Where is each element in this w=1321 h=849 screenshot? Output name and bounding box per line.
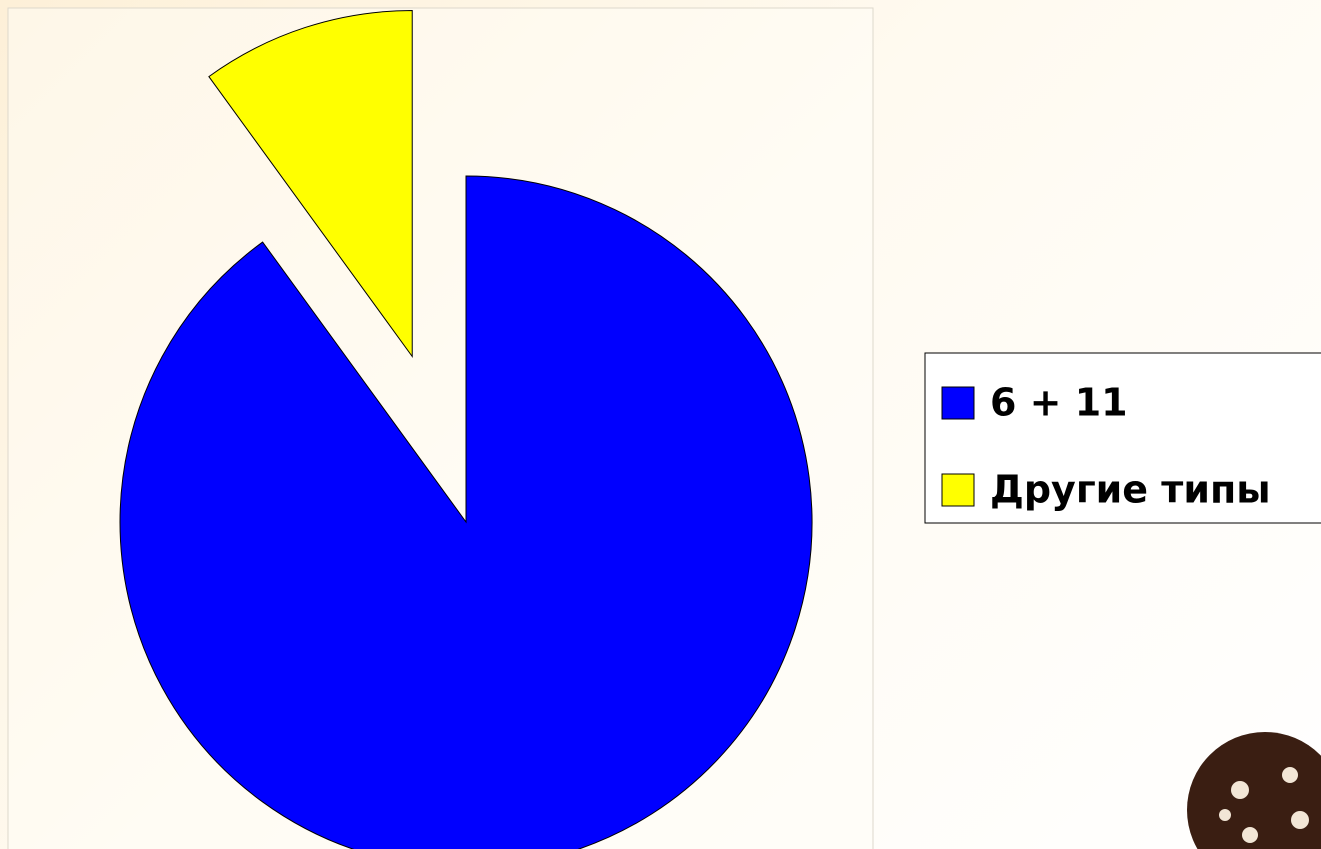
legend-swatch (941, 473, 975, 507)
legend-label: 6 + 11 (990, 381, 1128, 425)
legend-box (924, 352, 1321, 524)
pie-slice (208, 10, 413, 359)
legend-label: Другие типы (990, 468, 1271, 512)
legend-swatch (941, 386, 975, 420)
decoration (1187, 732, 1321, 849)
pie-slice (119, 175, 813, 849)
